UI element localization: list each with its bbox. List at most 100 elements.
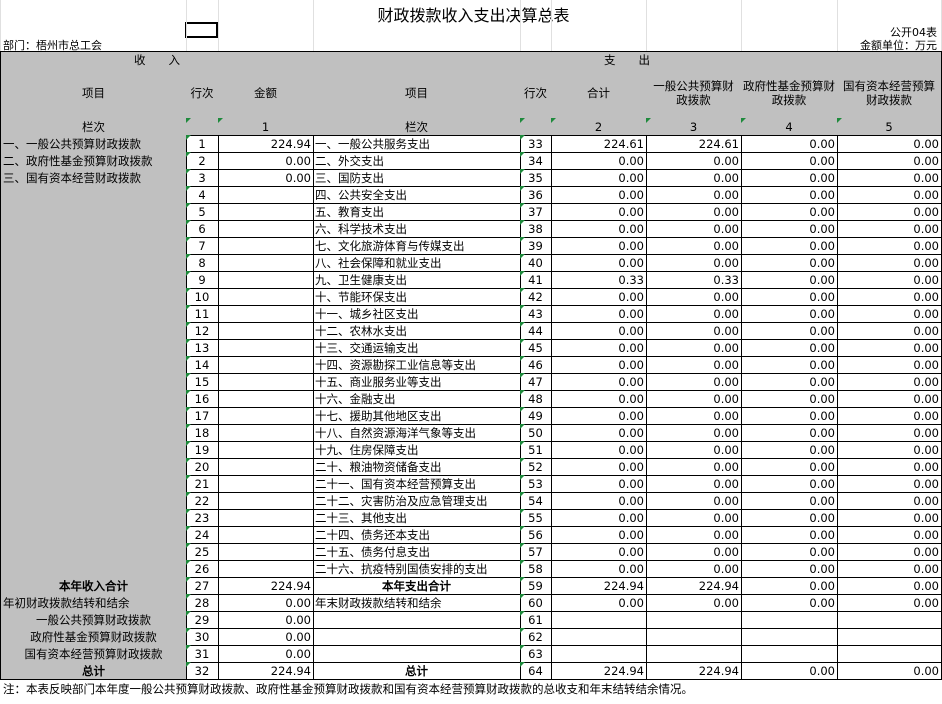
amount: 0.00 xyxy=(837,237,942,255)
line-number: 2 xyxy=(186,152,219,170)
gridline xyxy=(520,0,521,51)
amount: 0.00 xyxy=(551,407,647,425)
note: 注：本表反映部门本年度一般公共预算财政拨款、政府性基金预算财政拨款和国有资本经营… xyxy=(3,682,693,696)
amount xyxy=(218,407,314,425)
gridline xyxy=(186,0,187,51)
amount: 0.00 xyxy=(551,339,647,357)
column-number: 4 xyxy=(741,118,838,136)
amount: 0.00 xyxy=(551,152,647,170)
line-number: 4 xyxy=(186,186,219,204)
amount: 0.00 xyxy=(551,305,647,323)
amount: 0.00 xyxy=(646,458,742,476)
expense-item: 二十四、债务还本支出 xyxy=(313,526,521,544)
expense-item: 十一、城乡社区支出 xyxy=(313,305,521,323)
expense-item: 二十二、灾害防治及应急管理支出 xyxy=(313,492,521,510)
amount: 0.00 xyxy=(837,152,942,170)
column-header: 行次 xyxy=(186,67,219,119)
amount: 0.00 xyxy=(218,152,314,170)
income-item xyxy=(0,271,187,289)
line-number: 30 xyxy=(186,628,219,646)
income-item xyxy=(0,407,187,425)
amount: 0.00 xyxy=(741,577,838,595)
column-header: 一般公共预算财政拨款 xyxy=(646,67,742,119)
amount xyxy=(551,611,647,629)
income-item xyxy=(0,509,187,527)
amount xyxy=(218,186,314,204)
line-number: 13 xyxy=(186,339,219,357)
amount xyxy=(218,424,314,442)
amount: 0.00 xyxy=(646,169,742,187)
column-number: 3 xyxy=(646,118,742,136)
amount: 0.00 xyxy=(741,492,838,510)
amount: 0.00 xyxy=(837,169,942,187)
amount xyxy=(646,645,742,663)
column-number: 栏次 xyxy=(0,118,187,136)
line-number: 10 xyxy=(186,288,219,306)
amount: 0.00 xyxy=(837,390,942,408)
amount: 0.00 xyxy=(646,305,742,323)
expense-item: 九、卫生健康支出 xyxy=(313,271,521,289)
selected-cell xyxy=(185,22,218,38)
amount xyxy=(551,645,647,663)
gridline xyxy=(837,0,838,51)
expense-item: 十七、援助其他地区支出 xyxy=(313,407,521,425)
amount: 0.00 xyxy=(741,254,838,272)
line-number: 17 xyxy=(186,407,219,425)
expense-item: 二、外交支出 xyxy=(313,152,521,170)
amount xyxy=(218,458,314,476)
amount: 0.00 xyxy=(551,169,647,187)
line-number: 45 xyxy=(520,339,552,357)
amount: 0.00 xyxy=(837,407,942,425)
amount xyxy=(218,543,314,561)
income-item xyxy=(0,373,187,391)
expense-item: 二十、粮油物资储备支出 xyxy=(313,458,521,476)
amount: 0.00 xyxy=(741,543,838,561)
amount: 0.00 xyxy=(551,560,647,578)
amount: 0.00 xyxy=(646,543,742,561)
amount: 0.00 xyxy=(837,492,942,510)
line-number: 23 xyxy=(186,509,219,527)
amount: 0.00 xyxy=(646,390,742,408)
line-number: 36 xyxy=(520,186,552,204)
amount: 0.00 xyxy=(646,237,742,255)
expense-item: 本年支出合计 xyxy=(313,577,521,595)
amount: 0.00 xyxy=(551,509,647,527)
amount: 0.00 xyxy=(551,220,647,238)
amount: 224.94 xyxy=(218,662,314,680)
line-number: 39 xyxy=(520,237,552,255)
amount: 0.00 xyxy=(646,492,742,510)
income-item xyxy=(0,424,187,442)
line-number: 49 xyxy=(520,407,552,425)
line-number: 44 xyxy=(520,322,552,340)
amount: 0.00 xyxy=(741,509,838,527)
amount: 0.00 xyxy=(741,373,838,391)
line-number: 15 xyxy=(186,373,219,391)
amount: 0.00 xyxy=(646,254,742,272)
amount: 0.00 xyxy=(551,424,647,442)
amount: 0.00 xyxy=(837,441,942,459)
amount: 0.00 xyxy=(741,662,838,680)
income-item: 年初财政拨款结转和结余 xyxy=(0,594,187,612)
amount: 0.00 xyxy=(837,322,942,340)
column-header: 项目 xyxy=(0,67,187,119)
line-number: 58 xyxy=(520,560,552,578)
amount: 0.00 xyxy=(551,373,647,391)
amount: 0.00 xyxy=(837,186,942,204)
gridline xyxy=(551,0,552,51)
amount: 0.00 xyxy=(551,203,647,221)
line-number: 51 xyxy=(520,441,552,459)
expense-item: 十六、金融支出 xyxy=(313,390,521,408)
income-item xyxy=(0,458,187,476)
income-item xyxy=(0,492,187,510)
amount xyxy=(218,526,314,544)
amount xyxy=(218,305,314,323)
amount: 0.00 xyxy=(218,594,314,612)
amount: 0.00 xyxy=(646,407,742,425)
amount xyxy=(218,288,314,306)
amount: 0.00 xyxy=(646,509,742,527)
expense-item: 二十六、抗疫特别国债安排的支出 xyxy=(313,560,521,578)
amount: 0.00 xyxy=(646,152,742,170)
income-item xyxy=(0,186,187,204)
amount: 0.00 xyxy=(551,254,647,272)
